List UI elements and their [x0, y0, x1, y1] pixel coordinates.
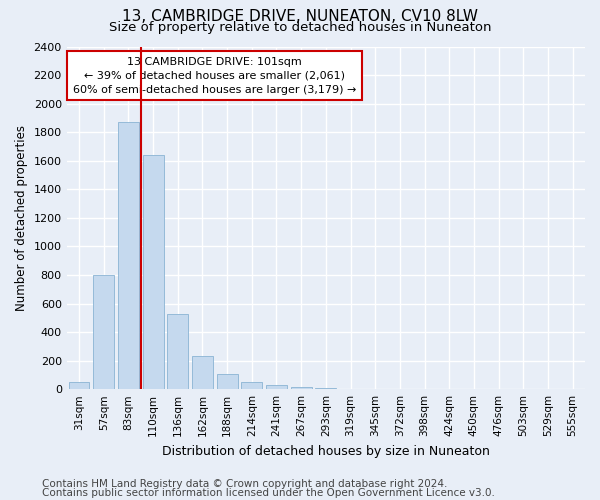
Text: Contains HM Land Registry data © Crown copyright and database right 2024.: Contains HM Land Registry data © Crown c…	[42, 479, 448, 489]
Bar	[68, 382, 89, 389]
Bar	[118, 122, 139, 389]
Bar	[266, 385, 287, 389]
Bar	[143, 155, 164, 389]
Bar	[290, 386, 311, 389]
Bar	[241, 382, 262, 389]
Bar	[316, 388, 337, 389]
Text: Size of property relative to detached houses in Nuneaton: Size of property relative to detached ho…	[109, 21, 491, 34]
Text: 13 CAMBRIDGE DRIVE: 101sqm
← 39% of detached houses are smaller (2,061)
60% of s: 13 CAMBRIDGE DRIVE: 101sqm ← 39% of deta…	[73, 57, 356, 95]
Bar	[192, 356, 213, 389]
X-axis label: Distribution of detached houses by size in Nuneaton: Distribution of detached houses by size …	[162, 444, 490, 458]
Text: Contains public sector information licensed under the Open Government Licence v3: Contains public sector information licen…	[42, 488, 495, 498]
Y-axis label: Number of detached properties: Number of detached properties	[15, 125, 28, 311]
Text: 13, CAMBRIDGE DRIVE, NUNEATON, CV10 8LW: 13, CAMBRIDGE DRIVE, NUNEATON, CV10 8LW	[122, 9, 478, 24]
Bar	[93, 275, 114, 389]
Bar	[167, 314, 188, 389]
Bar	[217, 374, 238, 389]
